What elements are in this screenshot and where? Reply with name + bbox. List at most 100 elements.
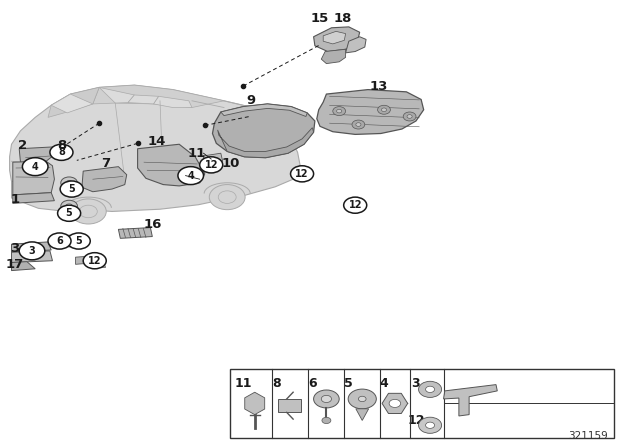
Polygon shape (314, 27, 360, 52)
Circle shape (352, 120, 365, 129)
Circle shape (51, 236, 67, 246)
Circle shape (356, 123, 361, 126)
Circle shape (381, 108, 387, 112)
Polygon shape (13, 193, 54, 203)
Circle shape (67, 233, 90, 249)
Text: 3: 3 (412, 378, 420, 391)
Circle shape (348, 389, 376, 409)
Polygon shape (444, 384, 497, 416)
Polygon shape (244, 392, 265, 415)
Polygon shape (356, 409, 369, 420)
Text: 5: 5 (68, 184, 75, 194)
Circle shape (61, 177, 77, 189)
Text: 4: 4 (188, 171, 194, 181)
Text: 18: 18 (333, 12, 351, 26)
Text: 9: 9 (246, 94, 255, 108)
Text: 12: 12 (204, 160, 218, 170)
Polygon shape (19, 147, 56, 162)
Text: 8: 8 (57, 139, 66, 152)
Circle shape (389, 400, 401, 408)
FancyBboxPatch shape (230, 369, 614, 438)
Text: 16: 16 (143, 218, 161, 232)
Polygon shape (48, 87, 99, 117)
Circle shape (209, 185, 245, 210)
Circle shape (66, 239, 72, 243)
Circle shape (66, 204, 72, 208)
Text: 6: 6 (308, 378, 317, 391)
Text: 13: 13 (370, 79, 388, 93)
Circle shape (403, 112, 416, 121)
Polygon shape (218, 128, 314, 158)
Text: 11: 11 (234, 378, 252, 391)
Circle shape (314, 390, 339, 408)
Text: 12: 12 (88, 256, 102, 266)
Polygon shape (51, 94, 93, 113)
Polygon shape (13, 161, 54, 195)
Circle shape (200, 157, 223, 173)
Circle shape (378, 105, 390, 114)
Text: 5: 5 (344, 378, 353, 391)
Circle shape (178, 167, 204, 185)
Polygon shape (128, 95, 159, 104)
Text: 7: 7 (101, 157, 110, 170)
Circle shape (60, 181, 83, 197)
Polygon shape (206, 160, 219, 168)
Text: 3: 3 (10, 242, 19, 255)
Text: 12: 12 (295, 169, 309, 179)
Circle shape (344, 197, 367, 213)
Text: 8: 8 (58, 147, 65, 157)
Polygon shape (12, 251, 52, 263)
Circle shape (407, 115, 412, 118)
Polygon shape (382, 393, 408, 414)
Circle shape (426, 386, 435, 392)
Circle shape (419, 417, 442, 433)
Polygon shape (12, 242, 51, 252)
Text: 1: 1 (10, 193, 19, 206)
Polygon shape (12, 262, 35, 271)
Text: 5: 5 (76, 236, 82, 246)
Text: 4: 4 (32, 162, 38, 172)
Circle shape (22, 158, 48, 176)
Circle shape (58, 205, 81, 221)
Circle shape (419, 381, 442, 397)
Text: 11: 11 (188, 146, 206, 160)
Polygon shape (221, 104, 307, 116)
Polygon shape (154, 96, 192, 108)
Text: 15: 15 (311, 12, 329, 26)
Text: 8: 8 (272, 378, 281, 391)
Polygon shape (323, 31, 346, 44)
Circle shape (19, 242, 45, 260)
Circle shape (79, 205, 97, 218)
Text: 14: 14 (148, 134, 166, 148)
Circle shape (337, 109, 342, 113)
Text: 2: 2 (18, 139, 27, 152)
Polygon shape (10, 85, 301, 212)
FancyBboxPatch shape (278, 399, 301, 412)
Circle shape (321, 396, 332, 403)
Polygon shape (321, 49, 346, 64)
Text: 5: 5 (66, 208, 72, 218)
Text: 321159: 321159 (568, 431, 608, 441)
Circle shape (291, 166, 314, 182)
Circle shape (218, 191, 236, 203)
Circle shape (61, 235, 77, 247)
Text: 10: 10 (221, 157, 239, 170)
Circle shape (48, 233, 71, 249)
Circle shape (426, 422, 435, 428)
Text: 17: 17 (6, 258, 24, 271)
Polygon shape (317, 90, 424, 134)
Circle shape (66, 181, 72, 185)
Text: 12: 12 (348, 200, 362, 210)
Text: 6: 6 (56, 236, 63, 246)
Circle shape (50, 144, 73, 160)
Polygon shape (346, 37, 366, 53)
Circle shape (56, 239, 61, 243)
Circle shape (333, 107, 346, 116)
Circle shape (83, 253, 106, 269)
Text: 3: 3 (29, 246, 35, 256)
Text: 4: 4 (380, 378, 388, 391)
Polygon shape (82, 167, 127, 192)
Polygon shape (138, 144, 205, 186)
Circle shape (358, 396, 366, 402)
Polygon shape (93, 262, 106, 267)
